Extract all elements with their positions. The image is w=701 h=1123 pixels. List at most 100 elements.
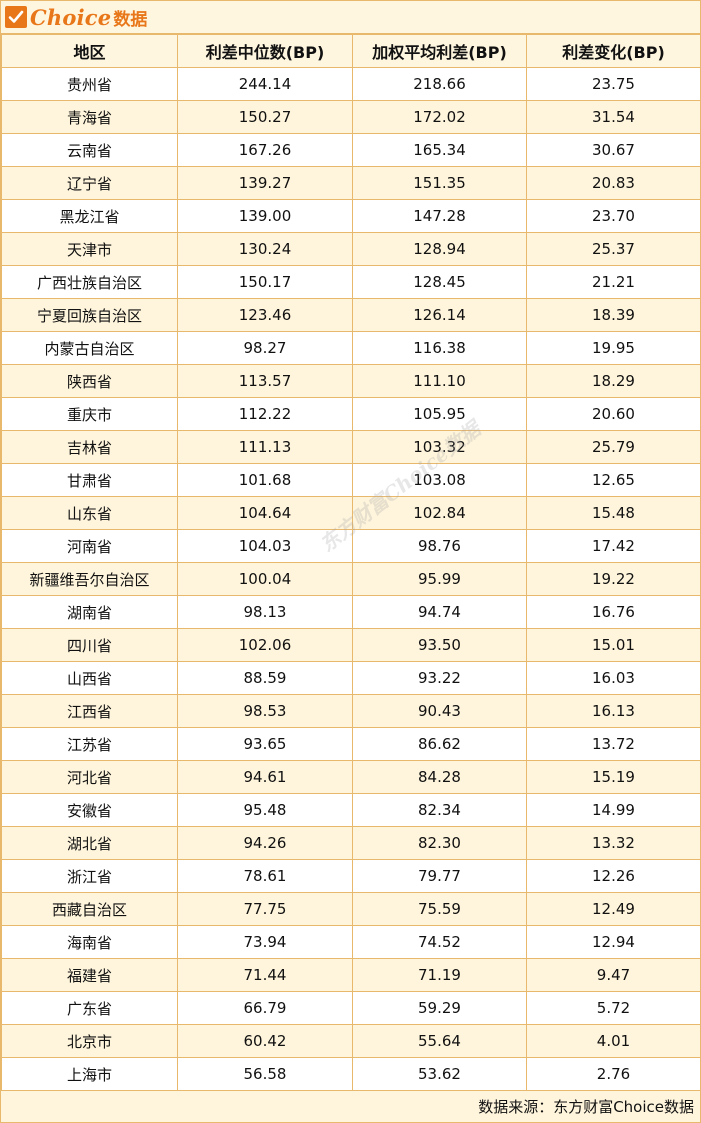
cell-spread-change: 16.13 bbox=[526, 694, 701, 728]
cell-median-spread: 139.27 bbox=[177, 166, 353, 200]
table-header-row: 地区 利差中位数(BP) 加权平均利差(BP) 利差变化(BP) bbox=[1, 34, 701, 68]
cell-spread-change: 25.37 bbox=[526, 232, 701, 266]
table-body: 贵州省 244.14 218.66 23.75 青海省 150.27 172.02 31.54… bbox=[1, 67, 701, 1091]
cell-median-spread: 95.48 bbox=[177, 793, 353, 827]
cell-region: 浙江省 bbox=[1, 859, 178, 893]
cell-spread-change: 15.19 bbox=[526, 760, 701, 794]
cell-region: 湖北省 bbox=[1, 826, 178, 860]
cell-spread-change: 30.67 bbox=[526, 133, 701, 167]
cell-median-spread: 94.26 bbox=[177, 826, 353, 860]
cell-median-spread: 93.65 bbox=[177, 727, 353, 761]
cell-weighted-spread: 126.14 bbox=[352, 298, 527, 332]
cell-spread-change: 31.54 bbox=[526, 100, 701, 134]
cell-weighted-spread: 74.52 bbox=[352, 925, 527, 959]
cell-weighted-spread: 94.74 bbox=[352, 595, 527, 629]
cell-median-spread: 150.17 bbox=[177, 265, 353, 299]
cell-spread-change: 16.03 bbox=[526, 661, 701, 695]
cell-spread-change: 14.99 bbox=[526, 793, 701, 827]
cell-region: 福建省 bbox=[1, 958, 178, 992]
cell-weighted-spread: 90.43 bbox=[352, 694, 527, 728]
cell-median-spread: 112.22 bbox=[177, 397, 353, 431]
cell-spread-change: 4.01 bbox=[526, 1024, 701, 1058]
cell-weighted-spread: 93.50 bbox=[352, 628, 527, 662]
cell-spread-change: 12.65 bbox=[526, 463, 701, 497]
cell-weighted-spread: 103.32 bbox=[352, 430, 527, 464]
source-note: 数据来源：东方财富Choice数据 bbox=[1, 1090, 700, 1122]
cell-region: 黑龙江省 bbox=[1, 199, 178, 233]
cell-weighted-spread: 59.29 bbox=[352, 991, 527, 1025]
cell-region: 北京市 bbox=[1, 1024, 178, 1058]
cell-region: 新疆维吾尔自治区 bbox=[1, 562, 178, 596]
cell-median-spread: 78.61 bbox=[177, 859, 353, 893]
table-row: 黑龙江省 139.00 147.28 23.70 bbox=[1, 199, 701, 233]
cell-spread-change: 2.76 bbox=[526, 1057, 701, 1091]
cell-median-spread: 77.75 bbox=[177, 892, 353, 926]
cell-median-spread: 71.44 bbox=[177, 958, 353, 992]
table-row: 西藏自治区 77.75 75.59 12.49 bbox=[1, 892, 701, 926]
cell-spread-change: 25.79 bbox=[526, 430, 701, 464]
cell-region: 重庆市 bbox=[1, 397, 178, 431]
cell-region: 河南省 bbox=[1, 529, 178, 563]
cell-median-spread: 130.24 bbox=[177, 232, 353, 266]
cell-spread-change: 18.29 bbox=[526, 364, 701, 398]
checkmark-icon bbox=[5, 6, 27, 28]
cell-median-spread: 111.13 bbox=[177, 430, 353, 464]
header-weighted-spread: 加权平均利差(BP) bbox=[352, 34, 527, 68]
table-row: 广东省 66.79 59.29 5.72 bbox=[1, 991, 701, 1025]
table-row: 湖北省 94.26 82.30 13.32 bbox=[1, 826, 701, 860]
cell-median-spread: 98.53 bbox=[177, 694, 353, 728]
table-row: 宁夏回族自治区 123.46 126.14 18.39 bbox=[1, 298, 701, 332]
cell-weighted-spread: 55.64 bbox=[352, 1024, 527, 1058]
cell-median-spread: 60.42 bbox=[177, 1024, 353, 1058]
brand-logo-text: Choice bbox=[30, 4, 112, 30]
cell-weighted-spread: 128.45 bbox=[352, 265, 527, 299]
cell-median-spread: 88.59 bbox=[177, 661, 353, 695]
table-row: 河南省 104.03 98.76 17.42 bbox=[1, 529, 701, 563]
cell-region: 宁夏回族自治区 bbox=[1, 298, 178, 332]
cell-region: 河北省 bbox=[1, 760, 178, 794]
cell-weighted-spread: 147.28 bbox=[352, 199, 527, 233]
header-region: 地区 bbox=[1, 34, 178, 68]
table-row: 贵州省 244.14 218.66 23.75 bbox=[1, 67, 701, 101]
cell-weighted-spread: 103.08 bbox=[352, 463, 527, 497]
table-row: 海南省 73.94 74.52 12.94 bbox=[1, 925, 701, 959]
cell-median-spread: 101.68 bbox=[177, 463, 353, 497]
cell-spread-change: 12.26 bbox=[526, 859, 701, 893]
cell-median-spread: 113.57 bbox=[177, 364, 353, 398]
table-row: 山西省 88.59 93.22 16.03 bbox=[1, 661, 701, 695]
cell-spread-change: 12.94 bbox=[526, 925, 701, 959]
cell-spread-change: 5.72 bbox=[526, 991, 701, 1025]
table-row: 青海省 150.27 172.02 31.54 bbox=[1, 100, 701, 134]
header-median-spread: 利差中位数(BP) bbox=[177, 34, 353, 68]
cell-region: 西藏自治区 bbox=[1, 892, 178, 926]
cell-spread-change: 20.83 bbox=[526, 166, 701, 200]
cell-spread-change: 21.21 bbox=[526, 265, 701, 299]
cell-spread-change: 23.75 bbox=[526, 67, 701, 101]
table-row: 天津市 130.24 128.94 25.37 bbox=[1, 232, 701, 266]
cell-weighted-spread: 79.77 bbox=[352, 859, 527, 893]
cell-median-spread: 98.13 bbox=[177, 595, 353, 629]
table-row: 福建省 71.44 71.19 9.47 bbox=[1, 958, 701, 992]
cell-region: 辽宁省 bbox=[1, 166, 178, 200]
table-row: 辽宁省 139.27 151.35 20.83 bbox=[1, 166, 701, 200]
cell-weighted-spread: 75.59 bbox=[352, 892, 527, 926]
cell-median-spread: 94.61 bbox=[177, 760, 353, 794]
cell-region: 上海市 bbox=[1, 1057, 178, 1091]
cell-median-spread: 100.04 bbox=[177, 562, 353, 596]
brand-logo-suffix: 数据 bbox=[113, 9, 148, 30]
table-row: 四川省 102.06 93.50 15.01 bbox=[1, 628, 701, 662]
cell-median-spread: 98.27 bbox=[177, 331, 353, 365]
table-row: 北京市 60.42 55.64 4.01 bbox=[1, 1024, 701, 1058]
cell-weighted-spread: 111.10 bbox=[352, 364, 527, 398]
header-spread-change: 利差变化(BP) bbox=[526, 34, 701, 68]
cell-spread-change: 20.60 bbox=[526, 397, 701, 431]
table-row: 湖南省 98.13 94.74 16.76 bbox=[1, 595, 701, 629]
cell-median-spread: 104.03 bbox=[177, 529, 353, 563]
table-row: 陕西省 113.57 111.10 18.29 bbox=[1, 364, 701, 398]
cell-region: 天津市 bbox=[1, 232, 178, 266]
cell-region: 山西省 bbox=[1, 661, 178, 695]
cell-median-spread: 73.94 bbox=[177, 925, 353, 959]
cell-spread-change: 23.70 bbox=[526, 199, 701, 233]
table-row: 甘肃省 101.68 103.08 12.65 bbox=[1, 463, 701, 497]
